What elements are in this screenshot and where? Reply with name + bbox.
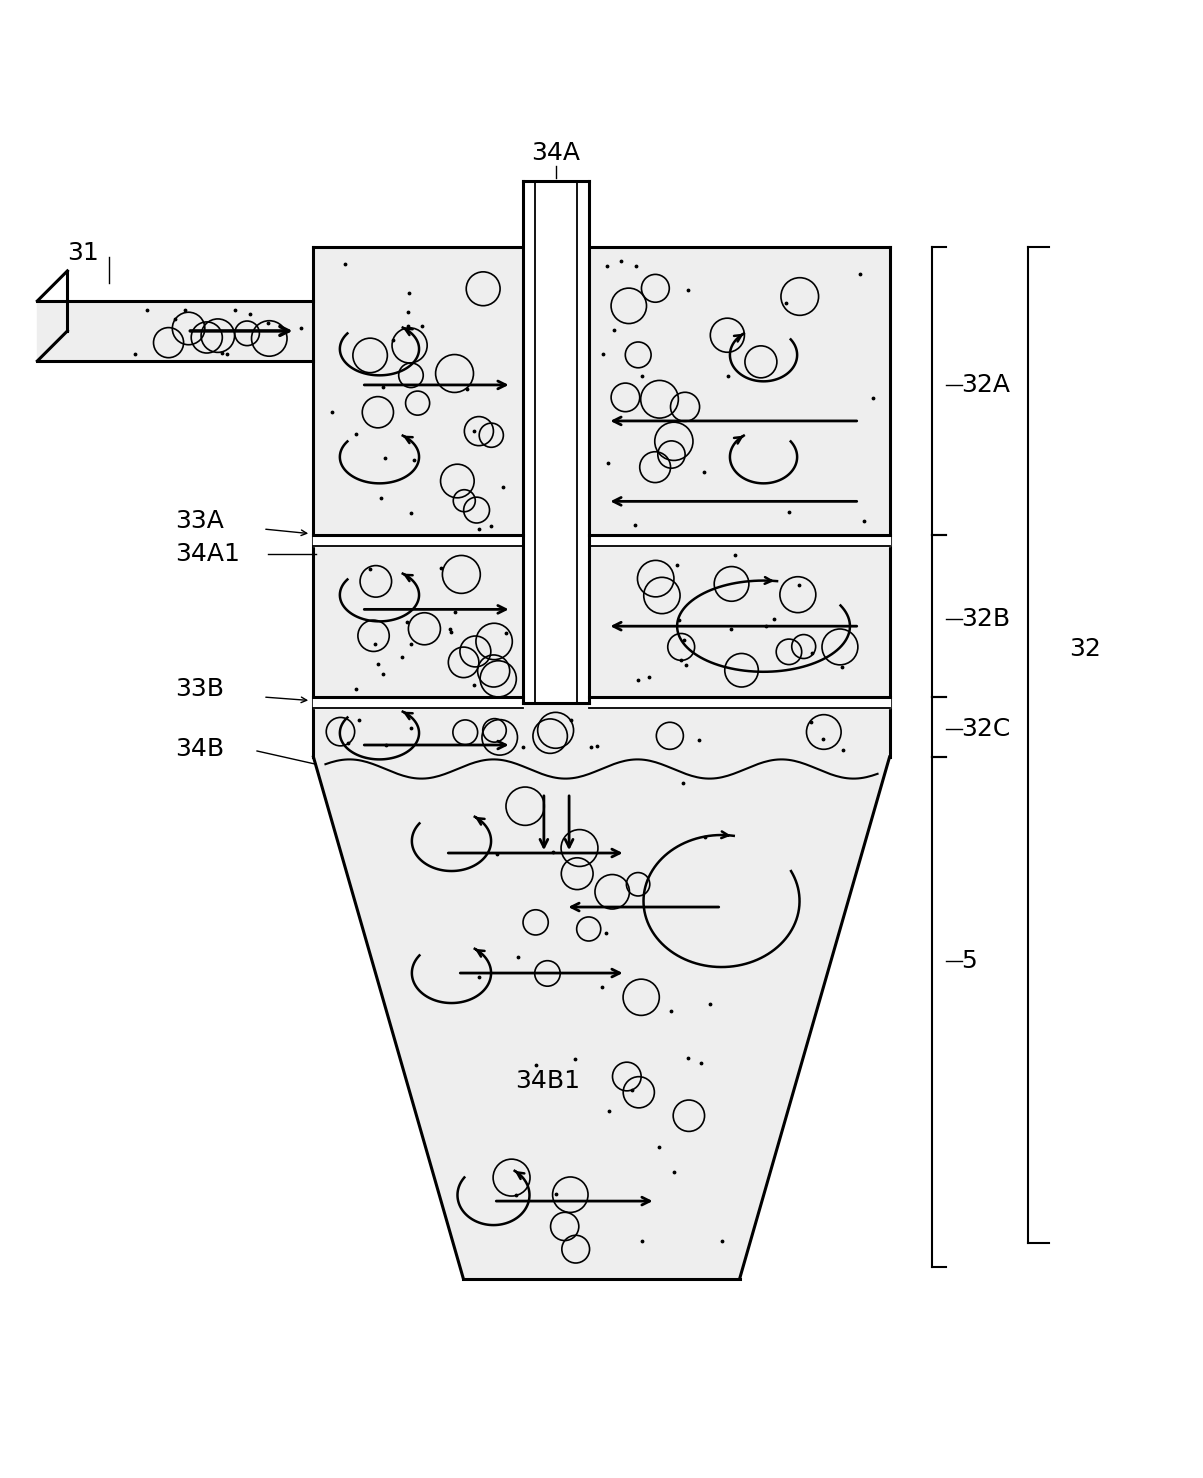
Polygon shape: [37, 302, 314, 361]
Polygon shape: [314, 247, 889, 1278]
Polygon shape: [314, 698, 523, 708]
Polygon shape: [589, 698, 889, 708]
Text: 34A1: 34A1: [176, 542, 241, 566]
Text: 34B: 34B: [176, 736, 225, 761]
Text: 33A: 33A: [176, 508, 224, 532]
Text: 34A: 34A: [532, 142, 580, 166]
Polygon shape: [314, 535, 523, 545]
Text: 32: 32: [1069, 637, 1102, 661]
Text: 33B: 33B: [176, 677, 225, 701]
Text: 32C: 32C: [961, 717, 1011, 742]
Text: 32A: 32A: [961, 372, 1011, 398]
Polygon shape: [523, 180, 589, 704]
Text: 34B1: 34B1: [515, 1069, 580, 1094]
Text: 32B: 32B: [961, 607, 1011, 631]
Text: 5: 5: [961, 949, 977, 973]
Text: 31: 31: [67, 241, 99, 265]
Polygon shape: [589, 535, 889, 545]
